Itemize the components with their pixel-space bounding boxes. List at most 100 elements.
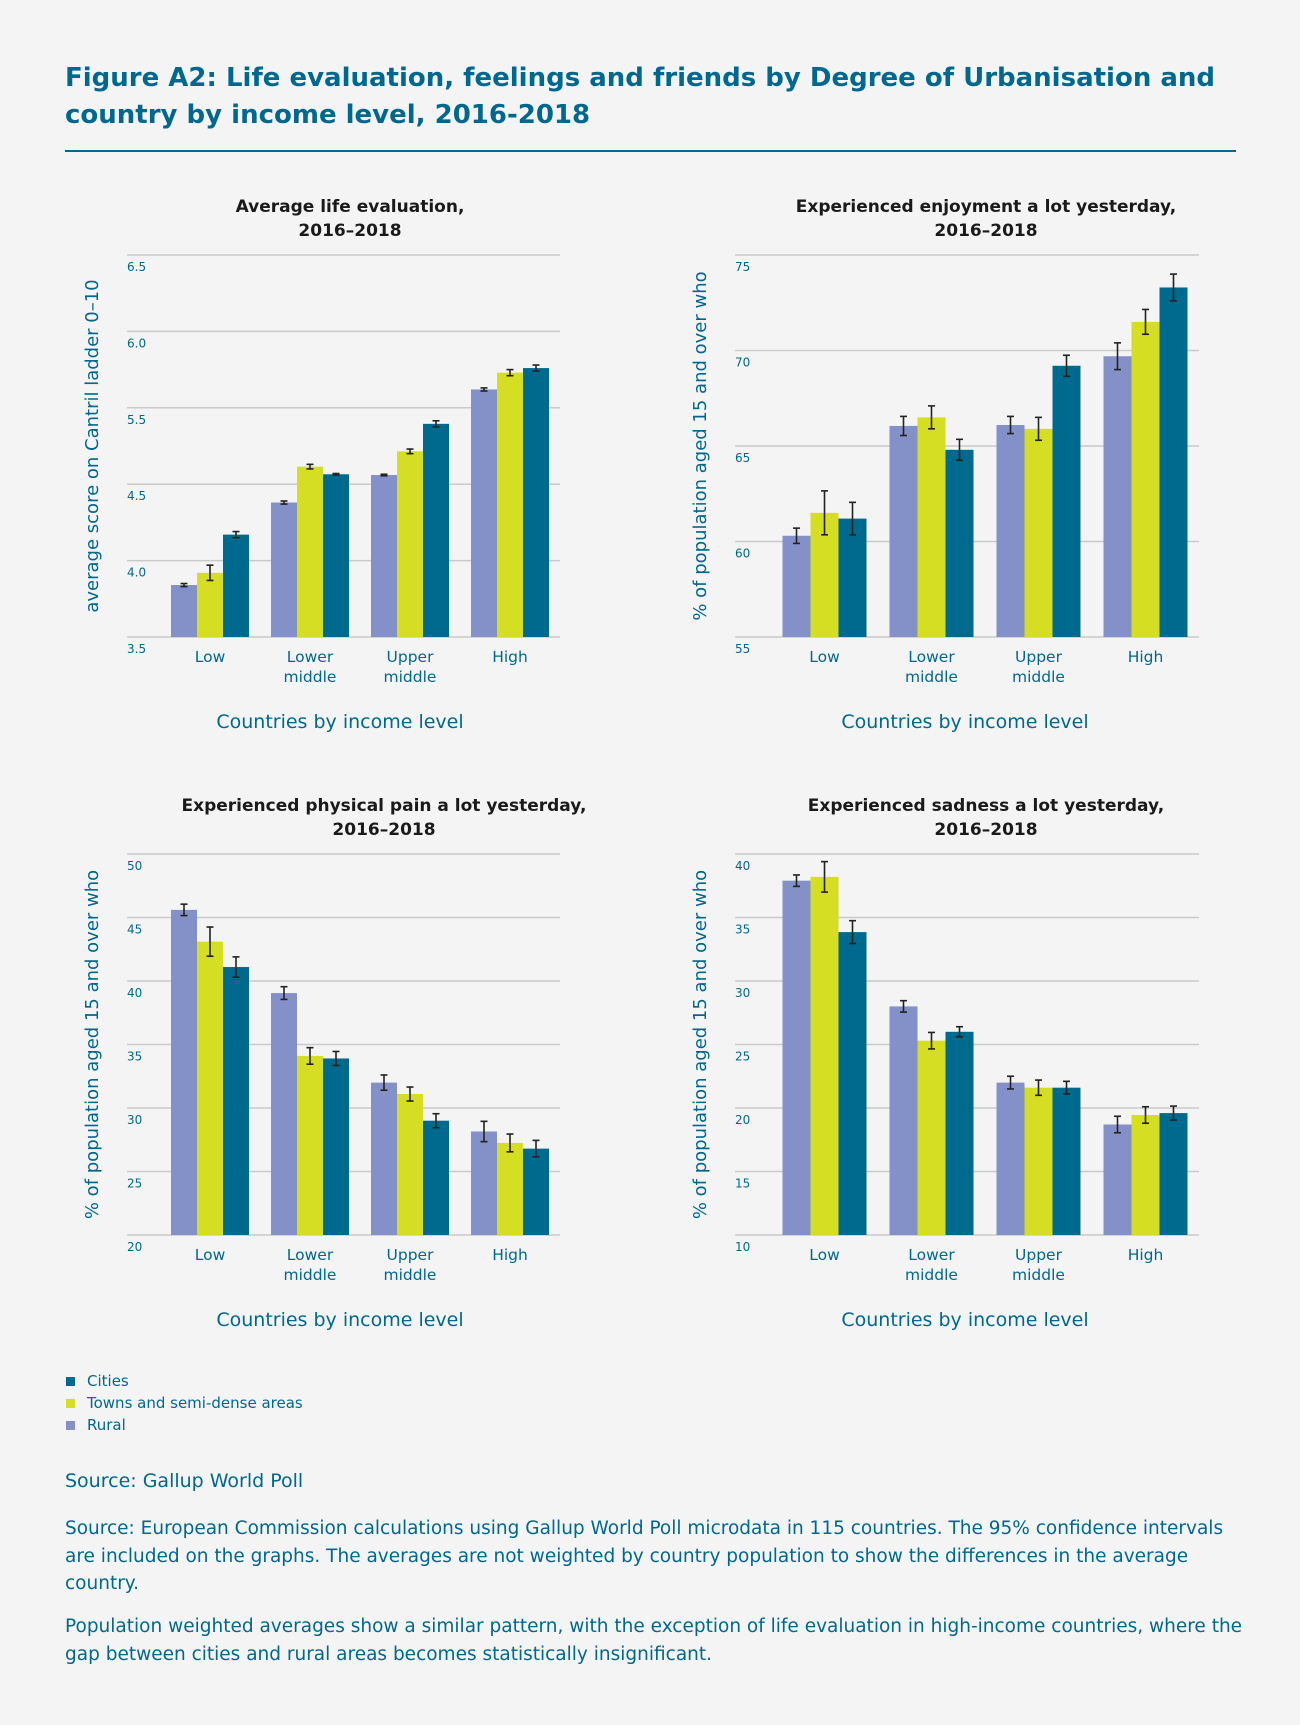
y-tick-label: 65 [735,451,750,465]
y-axis-title: % of population aged 15 and over who [690,271,711,620]
bar-rural [782,535,811,637]
x-category-label: Upper [1015,1246,1063,1264]
chart-title: 2016–2018 [298,221,401,241]
y-tick-label: 35 [127,1050,142,1064]
legend-swatch-towns [66,1398,75,1408]
y-axis-title: % of population aged 15 and over who [690,870,711,1219]
bar-cities [423,1120,449,1235]
x-category-label: Upper [387,648,435,666]
x-category-label: Upper [387,1246,435,1264]
legend-swatch-cities [66,1376,75,1386]
bar-rural [889,425,918,637]
bar-towns [497,1142,523,1235]
chart-title: Experienced physical pain a lot yesterda… [182,796,587,816]
chart-title: Experienced enjoyment a lot yesterday, [796,197,1176,217]
bar-towns [297,1055,323,1235]
bar-rural [171,909,197,1235]
bar-towns [1131,321,1160,637]
bar-rural [371,1082,397,1235]
note-weighting: Population weighted averages show a simi… [65,1616,1243,1665]
bar-rural [889,1006,918,1235]
bar-rural [171,585,197,637]
bar-cities [838,932,867,1235]
bar-cities [323,474,349,637]
bar-towns [497,372,523,637]
bar-towns [1024,1087,1053,1235]
y-tick-label: 25 [127,1177,142,1191]
bar-towns [197,572,223,637]
bar-rural [1103,356,1132,637]
y-tick-label: 4.0 [127,566,146,580]
x-category-label: Lower [908,1246,955,1264]
figure-title: Figure A2: Life evaluation, feelings and… [65,63,1216,130]
bar-rural [1103,1124,1132,1235]
source-line: Source: Gallup World Poll [65,1470,304,1492]
chart-title: Experienced sadness a lot yesterday, [808,796,1164,816]
x-category-label: middle [1012,1266,1065,1284]
y-tick-label: 50 [127,859,142,873]
y-axis-title: average score on Cantril ladder 0–10 [82,279,103,612]
bar-towns [917,417,946,637]
bar-cities [1159,1113,1188,1235]
chart-title: 2016–2018 [934,820,1037,840]
y-tick-label: 3.5 [127,642,146,656]
x-category-label: Low [195,648,226,666]
y-tick-label: 40 [735,859,750,873]
bar-towns [1131,1114,1160,1235]
x-category-label: Low [809,1246,840,1264]
legend-label: Rural [87,1416,126,1434]
y-tick-label: 35 [735,923,750,937]
y-tick-label: 45 [127,923,142,937]
bar-rural [996,424,1025,637]
y-tick-label: 4.5 [127,489,146,503]
x-category-label: High [1128,648,1164,666]
bar-cities [945,1031,974,1235]
y-tick-label: 20 [127,1240,142,1254]
y-tick-label: 30 [127,1113,142,1127]
y-tick-label: 5.5 [127,413,146,427]
bar-rural [271,993,297,1235]
x-axis-title: Countries by income level [841,711,1088,733]
chart-title: Average life evaluation, [236,197,465,217]
bar-rural [471,389,497,637]
y-tick-label: 40 [127,986,142,1000]
bar-towns [810,876,839,1235]
legend: Cities Towns and semi-dense areas Rural [66,1370,303,1436]
bar-towns [397,451,423,637]
x-category-label: middle [384,1266,437,1284]
x-category-label: High [1128,1246,1164,1264]
bar-towns [917,1040,946,1235]
legend-label: Cities [87,1372,129,1390]
bar-cities [523,368,549,637]
legend-item-cities: Cities [66,1370,303,1392]
chart-title: 2016–2018 [934,221,1037,241]
bar-cities [1159,287,1188,637]
y-tick-label: 15 [735,1177,750,1191]
x-category-label: middle [284,1266,337,1284]
bar-towns [1024,428,1053,637]
x-axis-title: Countries by income level [216,1309,463,1331]
x-category-label: middle [905,668,958,686]
bar-towns [397,1094,423,1235]
bar-cities [945,449,974,637]
bar-cities [1052,1087,1081,1235]
x-category-label: middle [905,1266,958,1284]
chart-title: 2016–2018 [332,820,435,840]
y-tick-label: 55 [735,642,750,656]
bar-cities [1052,365,1081,637]
x-category-label: middle [384,668,437,686]
x-category-label: middle [1012,668,1065,686]
x-category-label: Low [809,648,840,666]
bar-cities [323,1058,349,1235]
y-axis-title: % of population aged 15 and over who [82,870,103,1219]
y-tick-label: 30 [735,986,750,1000]
bar-cities [223,534,249,637]
legend-swatch-rural [66,1420,75,1430]
title-divider [65,150,1236,152]
x-axis-title: Countries by income level [216,711,463,733]
y-tick-label: 25 [735,1050,750,1064]
x-category-label: Lower [287,1246,334,1264]
x-category-label: Lower [287,648,334,666]
bar-cities [223,967,249,1235]
